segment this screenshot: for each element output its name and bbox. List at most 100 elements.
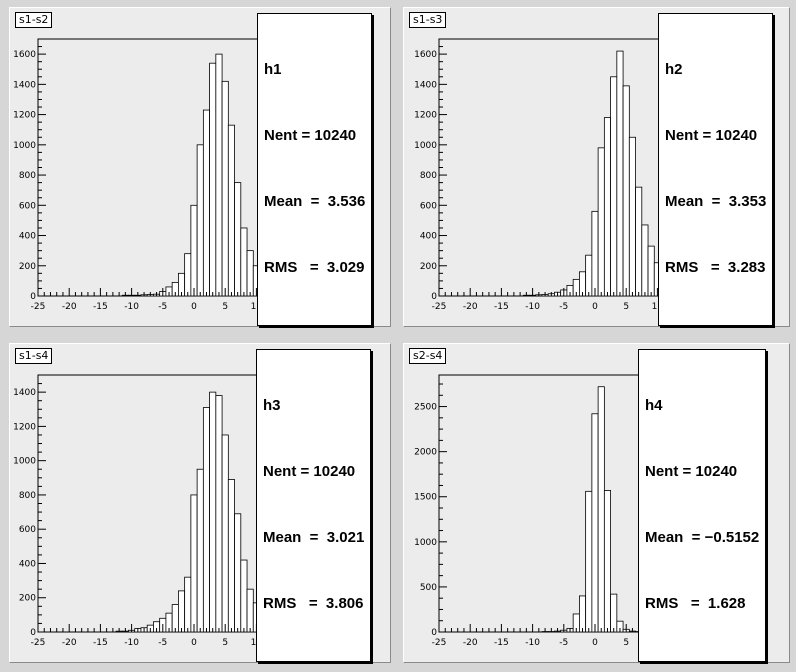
pad-2[interactable]: s1-s3 -25-20-15-10-505101520250200400600…	[403, 7, 790, 327]
histogram-bar	[177, 590, 186, 633]
pad-4[interactable]: s2-s4 -25-20-15-10-505101520250500100015…	[403, 343, 790, 663]
histogram-bar	[215, 395, 223, 633]
histogram-bar	[246, 250, 254, 297]
y-tick-label: 800	[19, 171, 36, 181]
y-tick-label: 0	[30, 628, 36, 638]
y-tick-label: 200	[19, 262, 36, 272]
histogram-bar	[591, 210, 599, 297]
histogram-bar	[628, 136, 636, 297]
histogram-bar	[190, 204, 198, 297]
stats-name: h2	[665, 61, 683, 78]
histogram-bar	[202, 109, 211, 297]
histogram-bar	[184, 253, 192, 297]
histogram-bar	[635, 186, 643, 297]
y-tick-label: 600	[420, 201, 437, 211]
x-tick-label: -15	[93, 638, 108, 648]
y-tick-label: 0	[30, 292, 36, 302]
histogram-bar	[603, 490, 612, 633]
histogram-bar	[221, 434, 229, 633]
y-tick-label: 1000	[13, 457, 36, 467]
pad-title: s1-s4	[15, 348, 53, 364]
x-tick-label: 0	[191, 302, 197, 312]
x-tick-label: -15	[494, 302, 509, 312]
histogram-bar	[227, 124, 235, 297]
y-tick-label: 1000	[414, 141, 437, 151]
stats-entries: Nent = 10240	[665, 127, 758, 144]
histogram-bar	[202, 407, 211, 633]
y-tick-label: 1400	[13, 388, 36, 398]
stats-rms: RMS = 3.806	[263, 595, 364, 612]
x-tick-label: 0	[592, 638, 598, 648]
histogram-bar	[240, 227, 248, 297]
histogram-bar	[215, 53, 223, 297]
y-tick-label: 600	[19, 201, 36, 211]
x-tick-label: -25	[31, 638, 46, 648]
stats-mean: Mean = 3.353	[665, 193, 767, 210]
histogram-bar	[240, 559, 248, 633]
y-tick-label: 800	[420, 171, 437, 181]
stats-name: h3	[263, 397, 281, 414]
y-tick-label: 1400	[13, 80, 36, 90]
x-tick-label: -25	[432, 638, 447, 648]
histogram-bar	[190, 494, 198, 633]
y-tick-label: 400	[19, 559, 36, 569]
pad-title: s1-s3	[409, 12, 447, 28]
histogram-bar	[196, 144, 204, 297]
histogram-bar	[209, 62, 217, 297]
y-tick-label: 200	[420, 262, 437, 272]
y-tick-label: 1600	[414, 50, 437, 60]
y-tick-label: 0	[431, 292, 437, 302]
histogram-bar	[585, 254, 593, 297]
stats-rms: RMS = 1.628	[645, 595, 746, 612]
stats-rms: RMS = 3.283	[665, 259, 766, 276]
histogram-bar	[585, 490, 593, 633]
y-tick-label: 0	[431, 628, 437, 638]
histogram-bar	[227, 479, 235, 633]
x-tick-label: 5	[222, 638, 228, 648]
stats-box[interactable]: h4 Nent = 10240 Mean = −0.5152 RMS = 1.6…	[638, 349, 767, 662]
stats-entries: Nent = 10240	[645, 463, 738, 480]
stats-box[interactable]: h3 Nent = 10240 Mean = 3.021 RMS = 3.806	[256, 349, 372, 662]
histogram-bar	[209, 391, 217, 633]
y-tick-label: 400	[19, 232, 36, 242]
histogram-bar	[578, 595, 587, 633]
histogram-bar	[647, 245, 655, 297]
histogram-bar	[622, 85, 630, 297]
stats-entries: Nent = 10240	[263, 463, 356, 480]
x-tick-label: 5	[623, 302, 629, 312]
y-tick-label: 1000	[13, 141, 36, 151]
x-tick-label: 10	[251, 302, 263, 312]
histogram-bar	[641, 224, 649, 297]
stats-box[interactable]: h1 Nent = 10240 Mean = 3.536 RMS = 3.029	[257, 13, 373, 326]
histogram-bar	[196, 468, 204, 633]
x-tick-label: 0	[592, 302, 598, 312]
y-tick-label: 600	[19, 525, 36, 535]
x-tick-label: -5	[158, 638, 167, 648]
y-tick-label: 2000	[414, 448, 437, 458]
y-tick-label: 1200	[414, 111, 437, 121]
histogram-bar	[597, 147, 605, 297]
x-tick-label: -25	[31, 302, 46, 312]
x-tick-label: -5	[559, 638, 568, 648]
y-tick-label: 1500	[414, 493, 437, 503]
histogram-bar	[184, 576, 192, 633]
x-tick-label: -25	[432, 302, 447, 312]
histogram-bar	[171, 604, 179, 633]
x-tick-label: 5	[222, 302, 228, 312]
stats-name: h4	[645, 397, 663, 414]
x-tick-label: -20	[62, 638, 77, 648]
histogram-bar	[610, 593, 618, 633]
histogram-bar	[610, 76, 618, 297]
x-tick-label: -10	[525, 302, 540, 312]
x-tick-label: 0	[191, 638, 197, 648]
histogram-bar	[234, 513, 242, 633]
pad-title: s2-s4	[409, 348, 447, 364]
stats-box[interactable]: h2 Nent = 10240 Mean = 3.353 RMS = 3.283	[658, 13, 774, 326]
x-tick-label: -5	[559, 302, 568, 312]
pad-3[interactable]: s1-s4 -25-20-15-10-505101520250200400600…	[9, 343, 391, 663]
plot-area: -25-20-15-10-505101520250200400600800100…	[414, 38, 757, 312]
stats-rms: RMS = 3.029	[264, 259, 365, 276]
y-tick-label: 400	[420, 232, 437, 242]
pad-1[interactable]: s1-s2 -25-20-15-10-505101520250200400600…	[9, 7, 391, 327]
